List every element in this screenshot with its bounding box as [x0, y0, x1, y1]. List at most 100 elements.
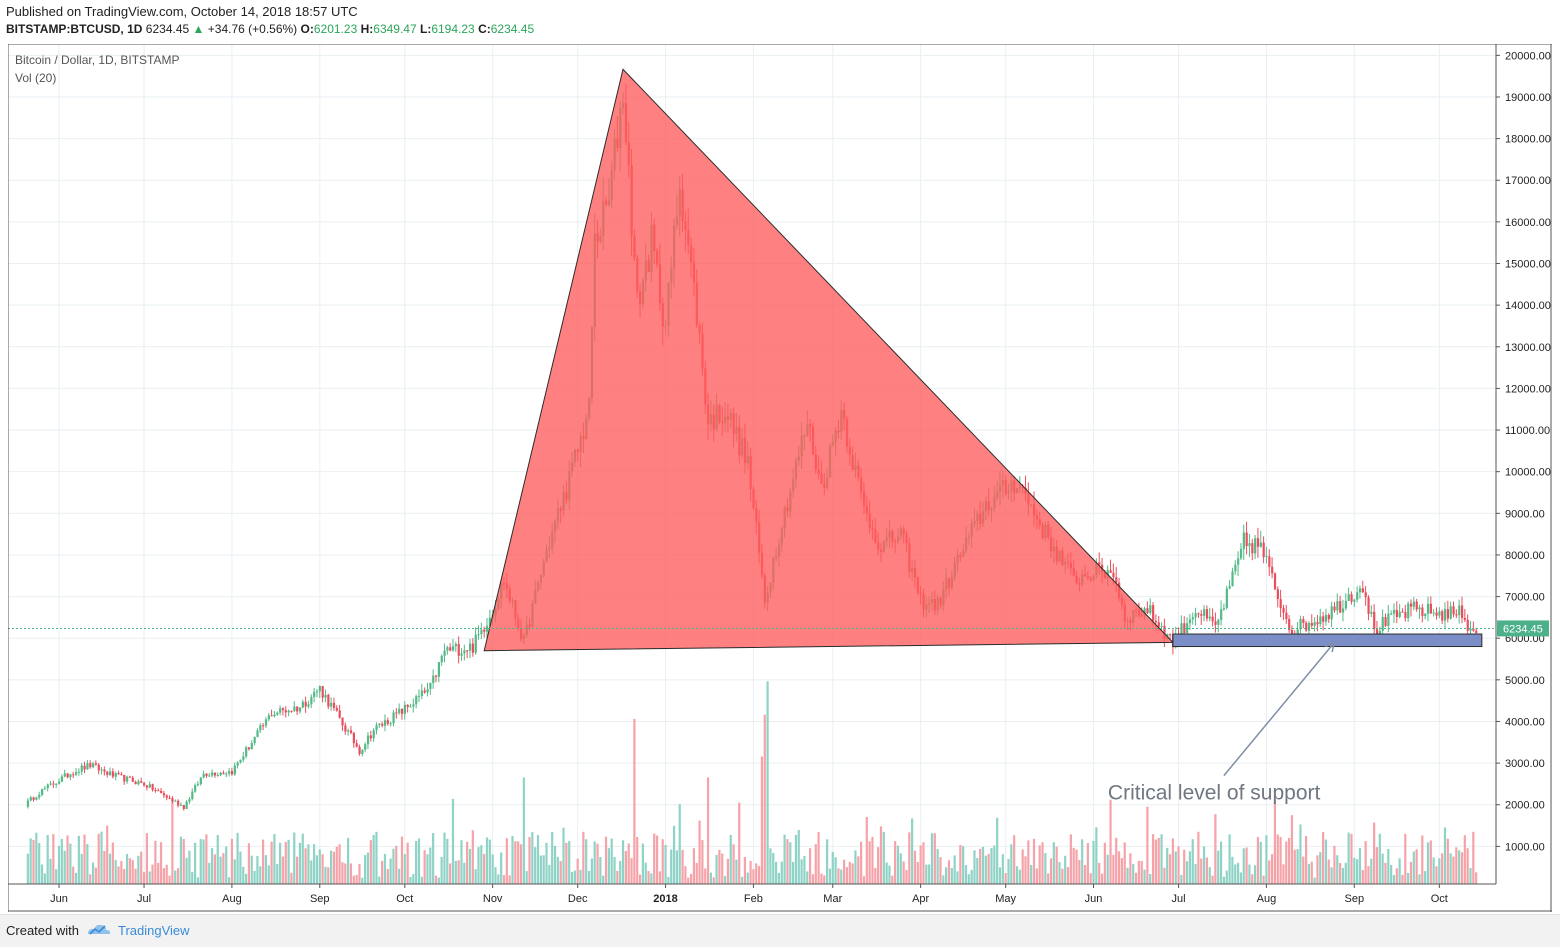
- candle-body: [92, 763, 95, 768]
- candle-body: [1373, 611, 1376, 630]
- volume-bar: [1287, 838, 1291, 884]
- x-tick-label: Aug: [222, 893, 242, 905]
- annotation-text[interactable]: Critical level of support: [1108, 782, 1321, 805]
- candle-body: [276, 712, 279, 715]
- volume-bar: [1183, 849, 1186, 884]
- volume-bar: [874, 867, 877, 884]
- candle-body: [1302, 619, 1305, 623]
- tradingview-brand[interactable]: TradingView: [118, 923, 190, 938]
- volume-bar: [1455, 847, 1458, 884]
- volume-bar: [38, 842, 41, 884]
- volume-bar: [936, 849, 939, 884]
- volume-bar: [772, 852, 775, 884]
- volume-bar: [1194, 863, 1197, 884]
- candle-body: [284, 710, 287, 713]
- volume-bar: [386, 869, 389, 884]
- footer-bar: Created with TradingView: [0, 914, 1560, 947]
- volume-bar: [670, 849, 673, 884]
- candle-body: [256, 730, 259, 737]
- candle-body: [1452, 606, 1455, 615]
- volume-bar: [698, 820, 701, 884]
- price-axis[interactable]: 1000.002000.003000.004000.005000.006000.…: [1496, 50, 1551, 853]
- volume-bar: [834, 857, 837, 884]
- volume-bar: [1273, 800, 1277, 884]
- candle-body: [213, 772, 217, 776]
- volume-bar: [1007, 858, 1010, 884]
- y-tick-label: 9000.00: [1505, 508, 1545, 520]
- arrow-drawing[interactable]: [1223, 641, 1336, 777]
- candle-body: [1245, 532, 1248, 547]
- volume-bar: [193, 842, 197, 884]
- volume-bar: [1452, 856, 1455, 884]
- volume-bar: [845, 867, 849, 884]
- volume-bar: [908, 832, 911, 884]
- candle-body: [157, 790, 160, 792]
- triangle-drawing[interactable]: [483, 68, 1175, 652]
- volume-bar: [732, 844, 735, 884]
- volume-bar: [106, 825, 109, 884]
- candle-body: [273, 714, 276, 717]
- candle-body: [1160, 625, 1163, 627]
- volume-bar: [1398, 858, 1401, 884]
- volume-bar: [950, 868, 953, 884]
- y-tick-label: 20000.00: [1505, 50, 1551, 62]
- candle-body: [477, 634, 480, 636]
- candle-body: [483, 629, 486, 632]
- candle-body: [1356, 592, 1359, 600]
- volume-bar: [627, 843, 630, 884]
- volume-bar: [1378, 833, 1381, 884]
- volume-bar: [463, 862, 466, 884]
- time-axis[interactable]: Jun Jul Aug Sep Oct Nov Dec 2018 Feb Mar Apr May Jun…: [50, 884, 1448, 905]
- candle-body: [264, 719, 268, 726]
- candle-body: [174, 800, 177, 802]
- candle-body: [290, 710, 293, 712]
- volume-bar: [735, 859, 738, 884]
- volume-bar: [1081, 839, 1084, 884]
- volume-bar: [259, 866, 262, 884]
- volume-bar: [494, 867, 497, 884]
- candle-body: [440, 655, 443, 663]
- candle-body: [480, 629, 483, 635]
- volume-bar: [457, 860, 460, 884]
- candle-body: [1466, 619, 1469, 631]
- volume-bar: [979, 848, 982, 884]
- volume-bar: [757, 866, 761, 884]
- volume-bar: [1211, 875, 1214, 884]
- candle-body: [366, 735, 370, 745]
- volume-bar: [534, 847, 537, 884]
- volume-bar: [1004, 872, 1007, 884]
- candle-body: [1208, 616, 1211, 619]
- volume-bar: [1276, 834, 1279, 884]
- quote-line: BITSTAMP:BTCUSD, 1D 6234.45 ▲ +34.76 (+0…: [6, 22, 534, 36]
- volume-bar: [264, 855, 268, 884]
- price-chart[interactable]: 1000.002000.003000.004000.005000.006000.…: [8, 44, 1552, 912]
- volume-bar: [692, 848, 695, 884]
- tradingview-logo-icon[interactable]: [86, 921, 112, 939]
- volume-bar: [610, 838, 613, 884]
- candle-body: [94, 763, 98, 765]
- volume-bar: [434, 875, 438, 884]
- candle-body: [123, 775, 126, 782]
- chart-area[interactable]: 1000.00 2000.00 3000.00 4000.00 5000.00 6000.…: [8, 44, 1552, 912]
- candle-body: [1191, 617, 1194, 620]
- candle-body: [1146, 608, 1149, 614]
- volume-bar: [990, 847, 993, 884]
- candle-body: [1290, 629, 1294, 634]
- volume-bar: [1256, 836, 1260, 884]
- candle-body: [191, 791, 194, 800]
- volume-bar: [148, 871, 151, 884]
- volume-bar: [1200, 858, 1203, 884]
- volume-bar: [1112, 854, 1115, 884]
- volume-bar: [596, 843, 599, 884]
- candle-body: [1200, 614, 1203, 616]
- volume-bar: [973, 850, 976, 884]
- candle-body: [1231, 571, 1234, 587]
- candle-body: [89, 763, 92, 768]
- volume-bar: [621, 840, 625, 884]
- volume-bar: [55, 869, 58, 884]
- volume-bar: [681, 849, 684, 884]
- volume-bar: [885, 862, 888, 884]
- symbol-label[interactable]: BITSTAMP:BTCUSD, 1D: [6, 22, 143, 36]
- volume-bar: [811, 874, 815, 884]
- support-zone-box[interactable]: [1172, 633, 1483, 648]
